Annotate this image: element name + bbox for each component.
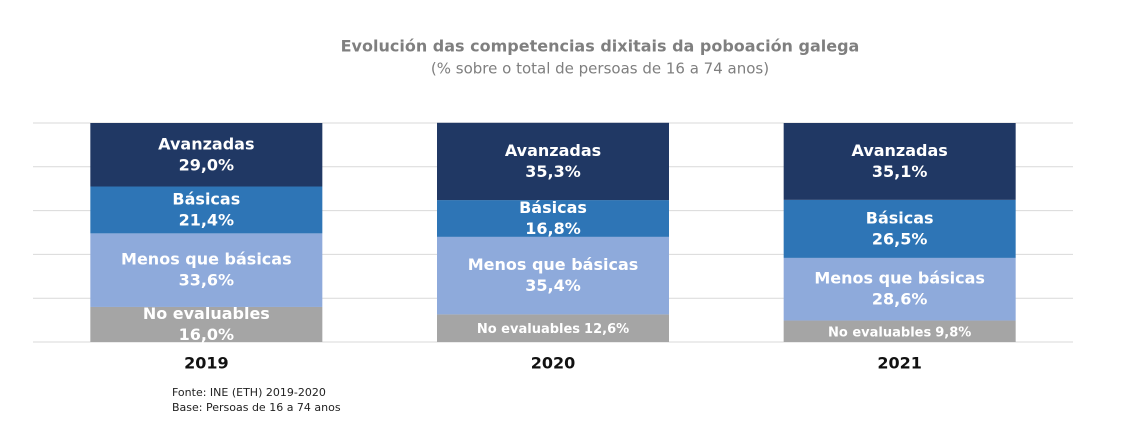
value-label: 35,4%	[525, 276, 581, 295]
segment-label: No evaluables 12,6%	[477, 322, 629, 337]
source-note: Fonte: INE (ETH) 2019-2020	[172, 386, 326, 399]
series-name: No evaluables	[477, 322, 580, 337]
bar-segment	[437, 122, 669, 201]
series-name: Menos que básicas	[468, 255, 639, 274]
series-name: Básicas	[172, 189, 240, 208]
bar-segment	[90, 123, 323, 187]
segment-label: No evaluables 9,8%	[828, 325, 971, 340]
bar-segment	[783, 257, 1016, 321]
series-name: Básicas	[519, 198, 587, 217]
chart-title: Evolución das competencias dixitais da p…	[341, 37, 860, 56]
value-label: 21,4%	[179, 210, 235, 229]
series-name: Menos que básicas	[814, 269, 985, 288]
series-name: Avanzadas	[158, 134, 254, 153]
series-name: Avanzadas	[505, 141, 601, 160]
value-label: 9,8%	[935, 325, 971, 340]
bar-segment	[783, 320, 1016, 342]
value-label: 16,8%	[525, 219, 581, 238]
bar-segment	[437, 200, 669, 237]
series-name: No evaluables	[143, 304, 270, 323]
value-label: 35,3%	[525, 162, 581, 181]
series-name: Avanzadas	[852, 141, 948, 160]
chart-subtitle: (% sobre o total de persoas de 16 a 74 a…	[431, 60, 769, 78]
x-tick-label: 2020	[531, 354, 576, 373]
bar-segment	[90, 233, 323, 307]
bar-segment	[90, 306, 323, 342]
bar-segment	[90, 186, 323, 234]
value-label: 35,1%	[872, 162, 928, 181]
value-label: 33,6%	[179, 271, 235, 290]
value-label: 12,6%	[584, 322, 629, 337]
series-name: Básicas	[866, 208, 934, 227]
source-note: Base: Persoas de 16 a 74 anos	[172, 401, 341, 414]
value-label: 28,6%	[872, 290, 928, 309]
bar-segment	[783, 123, 1016, 200]
bar-segment	[783, 199, 1016, 258]
series-name: Menos que básicas	[121, 250, 292, 269]
x-tick-label: 2021	[877, 354, 922, 373]
value-label: 16,0%	[179, 325, 235, 344]
x-tick-label: 2019	[184, 354, 229, 373]
value-label: 26,5%	[872, 229, 928, 248]
bar-segment	[437, 314, 669, 342]
series-name: No evaluables	[828, 325, 931, 340]
bar-segment	[437, 236, 669, 315]
value-label: 29,0%	[179, 155, 235, 174]
